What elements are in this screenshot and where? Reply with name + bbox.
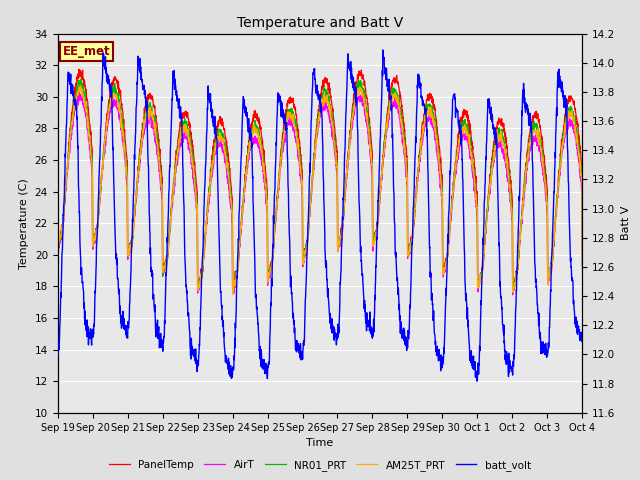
Line: NR01_PRT: NR01_PRT	[58, 79, 582, 291]
batt_volt	[472, 370, 480, 376]
batt_volt	[335, 330, 342, 336]
Y-axis label: Batt V: Batt V	[621, 206, 631, 240]
PanelTemp	[230, 287, 237, 293]
NR01_PRT	[54, 249, 61, 254]
AM25T_PRT	[54, 245, 61, 251]
Y-axis label: Temperature (C): Temperature (C)	[19, 178, 29, 269]
AM25T_PRT	[532, 129, 540, 134]
AirT	[472, 203, 480, 209]
Line: AirT: AirT	[58, 93, 582, 295]
batt_volt	[547, 277, 555, 283]
batt_volt	[579, 334, 586, 339]
AirT	[200, 251, 208, 256]
PanelTemp	[200, 248, 208, 254]
AirT	[347, 135, 355, 141]
NR01_PRT	[77, 76, 84, 82]
NR01_PRT	[335, 241, 343, 247]
Text: EE_met: EE_met	[63, 45, 111, 58]
PanelTemp	[547, 261, 555, 266]
AM25T_PRT	[77, 83, 84, 88]
AirT	[532, 134, 540, 140]
Line: batt_volt: batt_volt	[58, 50, 582, 381]
AM25T_PRT	[347, 130, 355, 136]
NR01_PRT	[509, 288, 517, 294]
AirT	[579, 264, 586, 269]
AirT	[76, 90, 83, 96]
AM25T_PRT	[335, 239, 343, 245]
X-axis label: Time: Time	[307, 438, 333, 448]
PanelTemp	[75, 66, 83, 72]
PanelTemp	[532, 116, 540, 121]
batt_volt	[474, 378, 481, 384]
NR01_PRT	[579, 265, 586, 271]
NR01_PRT	[547, 259, 555, 265]
AM25T_PRT	[200, 246, 208, 252]
Title: Temperature and Batt V: Temperature and Batt V	[237, 16, 403, 30]
NR01_PRT	[347, 131, 355, 136]
NR01_PRT	[532, 124, 540, 130]
batt_volt	[532, 283, 540, 289]
Line: PanelTemp: PanelTemp	[58, 69, 582, 290]
AirT	[335, 244, 343, 250]
batt_volt	[54, 351, 61, 357]
PanelTemp	[579, 258, 586, 264]
AirT	[54, 251, 61, 257]
NR01_PRT	[472, 198, 480, 204]
PanelTemp	[347, 121, 355, 127]
batt_volt	[379, 47, 387, 53]
AirT	[509, 292, 516, 298]
AM25T_PRT	[228, 291, 236, 297]
AirT	[547, 265, 555, 271]
PanelTemp	[54, 247, 61, 253]
AM25T_PRT	[473, 205, 481, 211]
NR01_PRT	[200, 243, 208, 249]
AM25T_PRT	[579, 259, 586, 264]
PanelTemp	[335, 237, 343, 242]
PanelTemp	[473, 188, 481, 194]
AM25T_PRT	[547, 264, 555, 270]
batt_volt	[200, 205, 208, 211]
Line: AM25T_PRT: AM25T_PRT	[58, 85, 582, 294]
Legend: PanelTemp, AirT, NR01_PRT, AM25T_PRT, batt_volt: PanelTemp, AirT, NR01_PRT, AM25T_PRT, ba…	[105, 456, 535, 475]
batt_volt	[346, 68, 354, 73]
